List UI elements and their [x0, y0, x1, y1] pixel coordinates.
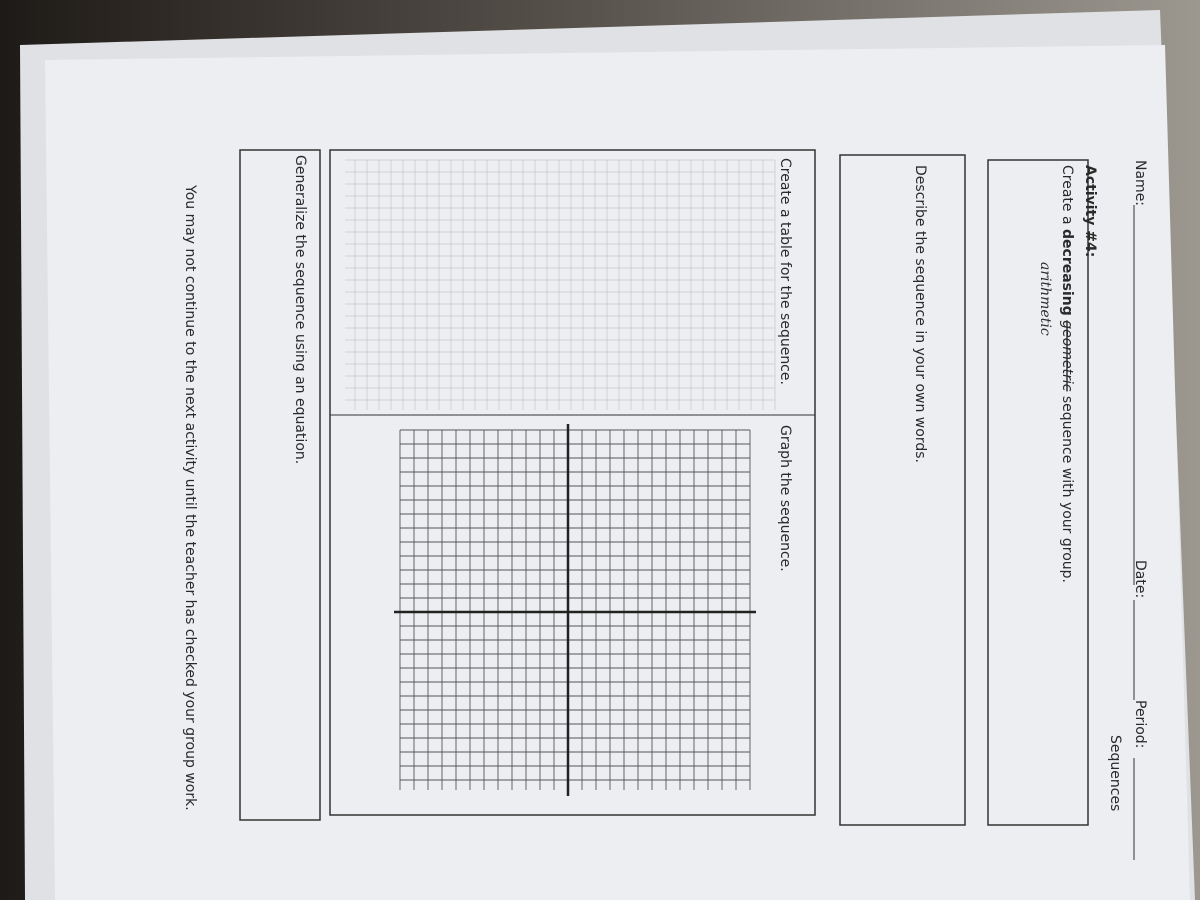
- prompt-start: Create a: [1059, 165, 1075, 225]
- activity-box: [987, 159, 1089, 826]
- prompt-end: sequence with your group.: [1059, 396, 1075, 583]
- table-grid: [345, 159, 776, 410]
- unit-label: Sequences: [1107, 735, 1123, 811]
- crossed-out-word: geometric: [1059, 320, 1075, 391]
- handwritten-answer: arithmetic: [1037, 262, 1053, 336]
- activity-title: Activity #4:: [1082, 165, 1098, 257]
- prompt-emphasis: decreasing: [1059, 229, 1075, 316]
- describe-box: [839, 154, 966, 826]
- graph-prompt: Graph the sequence.: [777, 425, 793, 572]
- date-label: Date:: [1132, 560, 1148, 598]
- activity-prompt: Create a decreasing geometric sequence w…: [1059, 165, 1075, 583]
- table-prompt: Create a table for the sequence.: [777, 158, 793, 385]
- table-graph-box: [329, 149, 816, 816]
- describe-prompt: Describe the sequence in your own words.: [912, 165, 928, 463]
- worksheet: Name: Date: Period: Sequences Activity #…: [182, 149, 1148, 860]
- paper: [45, 45, 1190, 900]
- name-label: Name:: [1132, 160, 1148, 206]
- equation-prompt: Generalize the sequence using an equatio…: [292, 155, 308, 464]
- graph-grid: [394, 424, 756, 796]
- period-label: Period:: [1132, 700, 1148, 748]
- equation-box: [239, 149, 321, 821]
- footer-note: You may not continue to the next activit…: [182, 184, 198, 811]
